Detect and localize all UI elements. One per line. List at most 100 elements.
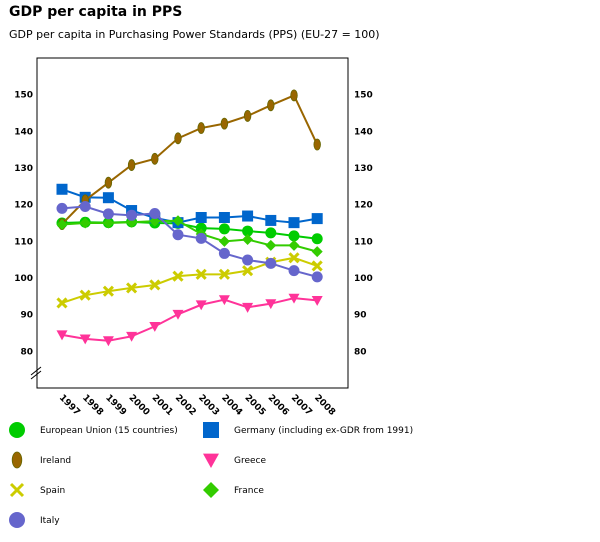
data-point <box>102 217 114 229</box>
data-point <box>56 330 68 341</box>
legend-item: Germany (including ex-GDR from 1991) <box>203 422 413 438</box>
x-tick-label: 1997 <box>57 393 82 418</box>
data-point <box>242 210 254 222</box>
data-point <box>220 117 229 130</box>
series-layer <box>56 89 323 347</box>
data-point <box>311 246 323 258</box>
data-point-stroke <box>172 270 184 282</box>
legend-label: European Union (15 countries) <box>40 426 178 436</box>
data-point <box>242 302 254 313</box>
data-point <box>195 300 207 311</box>
data-point <box>288 239 300 251</box>
data-point <box>79 334 91 345</box>
data-point <box>218 223 230 235</box>
legend-marker <box>11 451 23 469</box>
data-point <box>267 99 275 112</box>
x-tick-label: 2008 <box>312 393 337 418</box>
data-point <box>149 207 161 219</box>
y-tick-label-right: 120 <box>354 201 373 211</box>
data-point <box>265 214 277 226</box>
y-tick-label-left: 90 <box>20 311 33 321</box>
data-point-stroke <box>79 289 91 301</box>
legend-label: Ireland <box>40 456 71 466</box>
x-tick-label: 1999 <box>103 393 128 418</box>
legend: European Union (15 countries) Germany (in… <box>9 422 413 528</box>
legend-item: Greece <box>203 453 266 468</box>
data-point <box>79 201 91 212</box>
y-tick-label-right: 110 <box>354 237 373 247</box>
legend-marker <box>9 482 25 498</box>
x-tick-label: 2006 <box>266 393 291 418</box>
axis-break-mark <box>30 370 42 380</box>
legend-item: European Union (15 countries) <box>9 422 178 438</box>
data-point <box>195 212 207 223</box>
data-point <box>102 336 114 347</box>
y-tick-label-left: 100 <box>14 274 33 284</box>
y-tick-label-right: 140 <box>354 127 373 137</box>
data-point <box>311 295 323 306</box>
data-point <box>172 270 184 282</box>
data-point <box>242 225 254 237</box>
data-point <box>172 229 184 241</box>
data-point <box>102 192 114 204</box>
y-tick-label-right: 150 <box>354 91 373 101</box>
data-point <box>174 132 182 145</box>
data-point <box>218 235 230 247</box>
x-tick-label: 2004 <box>219 393 244 418</box>
data-point <box>242 254 254 266</box>
data-point <box>242 234 254 245</box>
y-tick-label-right: 80 <box>354 347 367 357</box>
data-point <box>243 110 252 122</box>
data-point <box>197 122 205 134</box>
data-point <box>151 152 159 165</box>
data-point-stroke <box>288 252 300 264</box>
data-point <box>218 268 230 280</box>
legend-item: Spain <box>9 482 65 498</box>
legend-item: Italy <box>9 512 60 528</box>
legend-marker <box>203 453 219 468</box>
y-tick-label-right: 100 <box>354 274 373 284</box>
data-point-stroke <box>218 268 230 280</box>
data-point <box>265 299 277 310</box>
data-point <box>288 252 300 264</box>
legend-label: Italy <box>40 516 60 526</box>
data-point <box>149 215 161 227</box>
data-point <box>288 217 300 229</box>
data-point-stroke <box>126 282 138 294</box>
data-point <box>218 212 230 223</box>
legend-marker <box>9 512 25 528</box>
y-tick-label-left: 110 <box>14 237 33 247</box>
data-point <box>56 202 68 214</box>
x-tick-label: 2003 <box>196 393 221 418</box>
data-point <box>265 227 277 239</box>
series-greece <box>56 293 323 347</box>
series-line <box>61 94 319 225</box>
legend-label: Spain <box>40 486 65 496</box>
data-point <box>126 282 138 294</box>
data-point <box>104 176 113 189</box>
y-tick-label-left: 140 <box>14 127 33 137</box>
data-point <box>172 215 184 227</box>
series-line <box>61 297 318 342</box>
data-point <box>102 285 114 297</box>
data-point <box>265 239 277 251</box>
data-point <box>127 159 136 171</box>
series-italy <box>56 201 323 283</box>
data-point <box>265 257 277 269</box>
legend-marker <box>9 422 25 438</box>
data-point <box>311 233 323 245</box>
data-point <box>242 265 254 277</box>
data-point <box>126 209 138 221</box>
legend-marker <box>203 482 219 498</box>
data-point <box>149 322 161 332</box>
data-point <box>311 213 323 225</box>
legend-label: France <box>234 486 264 496</box>
data-point-stroke <box>242 265 254 277</box>
x-tick-label: 2007 <box>289 393 314 418</box>
y-tick-label-left: 130 <box>14 164 33 174</box>
data-point <box>288 230 300 242</box>
data-point <box>311 271 323 283</box>
y-tick-label-right: 90 <box>354 311 367 321</box>
x-tick-label: 2001 <box>150 393 175 418</box>
